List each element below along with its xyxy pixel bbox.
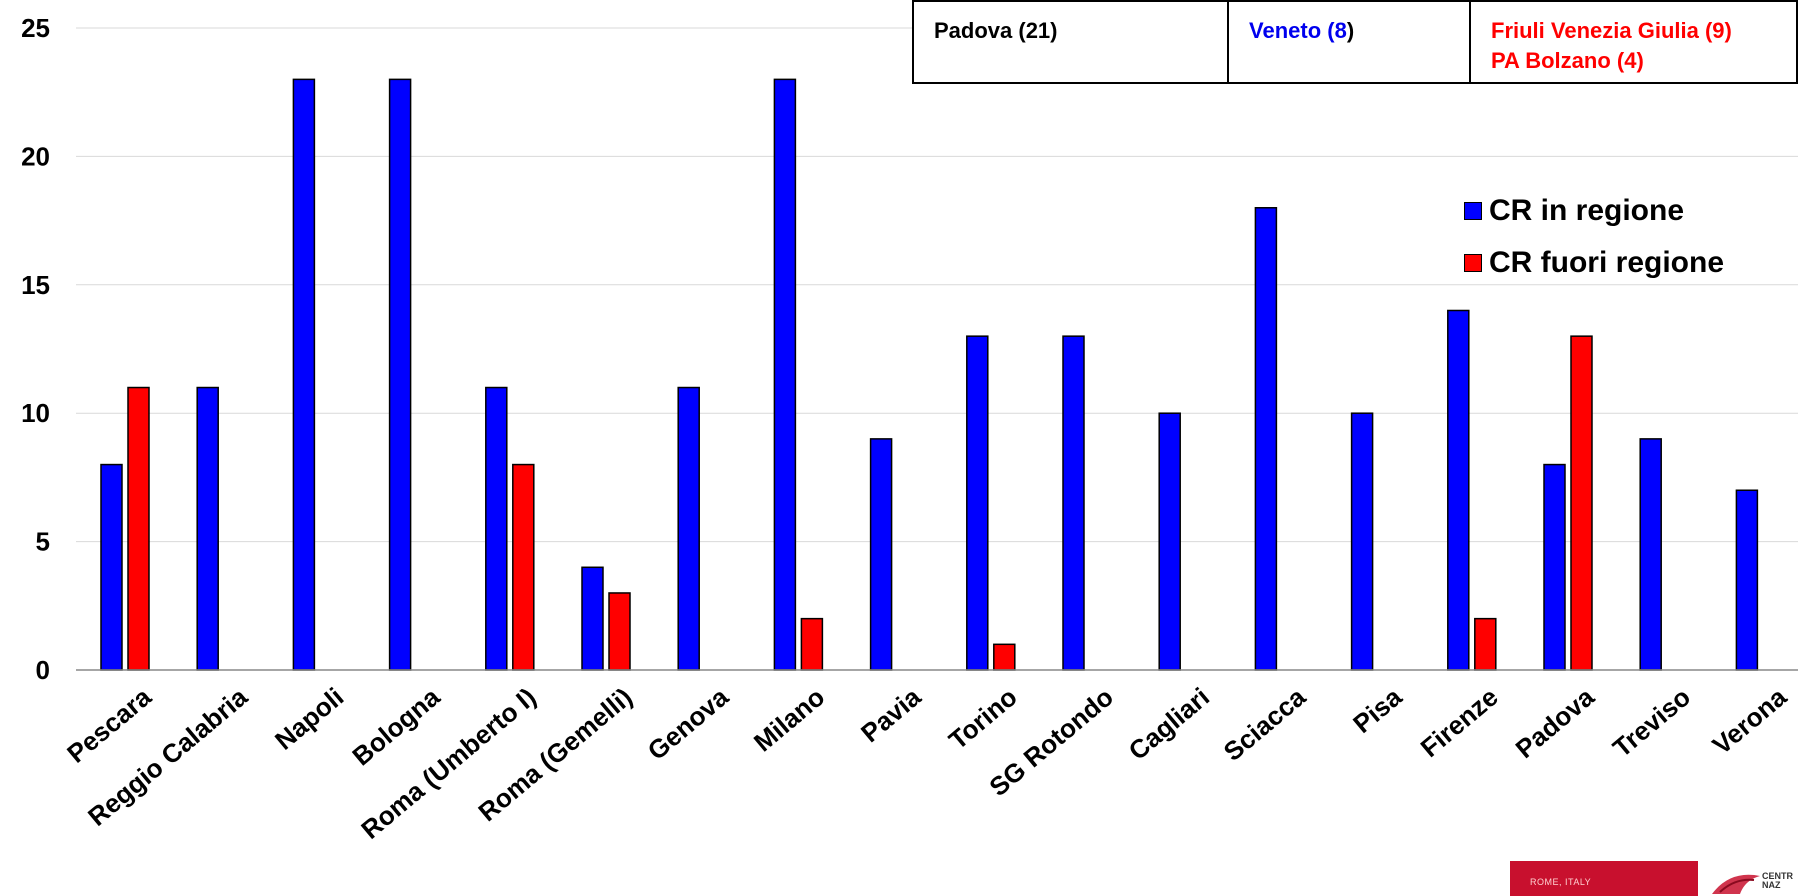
bar-in-regione (869, 438, 893, 671)
info-friuli-text: Friuli Venezia Giulia (9) (1491, 18, 1732, 43)
x-tick-label: Reggio Calabria (82, 681, 253, 832)
x-tick-label: Napoli (269, 682, 349, 756)
bar-in-regione (1447, 309, 1470, 671)
x-tick-label: Pavia (855, 681, 927, 748)
region-info-table: Padova (21) Veneto (8) Friuli Venezia Gi… (912, 0, 1798, 84)
info-bolzano-text: PA Bolzano (4) (1491, 48, 1644, 73)
organization-logo-text: CENTR NAZ (1762, 872, 1793, 890)
legend-label-in-regione: CR in regione (1489, 194, 1685, 227)
bar-in-regione (773, 78, 797, 671)
info-veneto-count: 8 (1334, 18, 1347, 43)
info-cell-padova: Padova (21) (914, 2, 1229, 82)
x-tick-label: Roma (Umberto I) (355, 682, 541, 845)
bar-in-regione (581, 566, 604, 671)
organization-logo-icon (1712, 874, 1760, 894)
bar-fuori-regione (127, 386, 150, 671)
bar-fuori-regione (1474, 617, 1497, 671)
bar-in-regione (292, 78, 316, 671)
info-veneto-close: ) (1346, 18, 1355, 43)
y-tick-label: 0 (36, 655, 50, 685)
legend-swatch-red (1464, 254, 1482, 272)
x-tick-label: Torino (943, 682, 1023, 756)
legend-item-fuori-regione: CR fuori regione (1464, 237, 1724, 289)
legend-swatch-blue (1464, 202, 1482, 220)
bars (100, 78, 1759, 671)
conference-logo: ROME, ITALY (1510, 861, 1698, 896)
bar-in-regione (196, 386, 219, 671)
chart-legend: CR in regione CR fuori regione (1464, 185, 1724, 289)
bar-in-regione (388, 78, 412, 671)
organization-logo-line1: CENTR (1762, 871, 1793, 881)
legend-item-in-regione: CR in regione (1464, 185, 1724, 237)
x-tick-label: Pescara (61, 681, 157, 768)
x-tick-label: Sciacca (1218, 681, 1312, 767)
bar-in-regione (1735, 489, 1759, 671)
x-tick-label: Padova (1510, 681, 1601, 764)
bar-in-regione (485, 386, 508, 671)
y-tick-label: 5 (36, 527, 50, 557)
y-tick-label: 15 (21, 270, 50, 300)
bar-in-regione (1158, 412, 1181, 671)
y-tick-label: 20 (21, 141, 50, 171)
bar-in-regione (100, 463, 123, 671)
info-cell-padova-text: Padova (21) (934, 18, 1058, 43)
y-axis-ticks: 0 5 10 15 20 25 (21, 13, 50, 685)
bar-in-regione (1254, 207, 1278, 671)
x-tick-label: Cagliari (1123, 682, 1215, 766)
info-cell-veneto: Veneto (8) (1229, 2, 1471, 82)
x-tick-label: Firenze (1415, 682, 1504, 763)
bar-fuori-regione (1570, 335, 1593, 671)
x-tick-label: Pisa (1347, 681, 1408, 739)
x-tick-label: Genova (642, 681, 735, 766)
bar-in-regione (677, 386, 700, 671)
bar-in-regione (1639, 438, 1662, 671)
y-tick-label: 10 (21, 398, 50, 428)
x-tick-label: Treviso (1607, 682, 1696, 764)
conference-logo-text: ROME, ITALY (1530, 877, 1592, 887)
bar-in-regione (1350, 412, 1374, 671)
bar-fuori-regione (800, 617, 824, 671)
bar-in-regione (1062, 335, 1085, 671)
y-tick-label: 25 (21, 13, 50, 43)
info-cell-other-regions: Friuli Venezia Giulia (9) PA Bolzano (4) (1471, 2, 1796, 82)
x-tick-label: Verona (1707, 681, 1793, 760)
bar-in-regione (1543, 463, 1566, 671)
bar-fuori-regione (993, 643, 1016, 671)
info-veneto-label: Veneto ( (1249, 18, 1335, 43)
bar-in-regione (966, 335, 989, 671)
bar-fuori-regione (608, 592, 631, 671)
organization-logo-line2: NAZ (1762, 880, 1781, 890)
legend-label-fuori-regione: CR fuori regione (1489, 246, 1725, 279)
x-tick-label: Milano (748, 682, 830, 758)
bar-fuori-regione (512, 463, 535, 671)
